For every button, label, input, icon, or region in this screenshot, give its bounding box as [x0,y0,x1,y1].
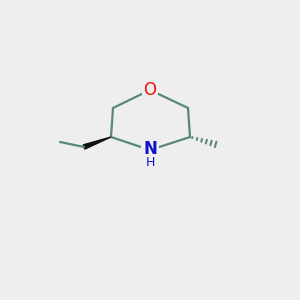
Text: H: H [145,155,155,169]
Polygon shape [83,137,111,149]
Text: O: O [143,81,157,99]
Text: N: N [143,140,157,158]
